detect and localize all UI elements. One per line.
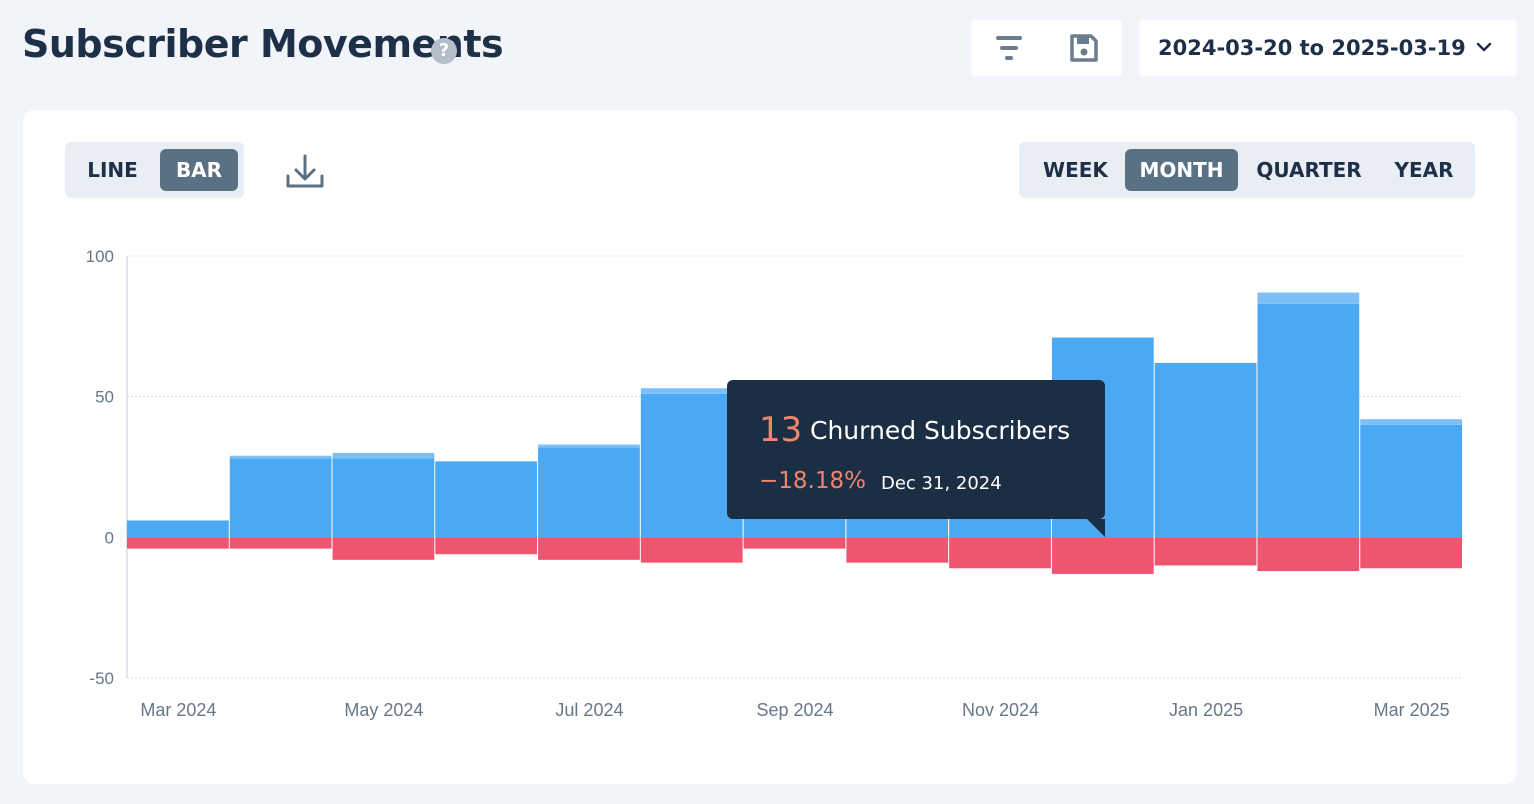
period-year-button[interactable]: YEAR xyxy=(1394,158,1454,182)
x-tick-label: Jul 2024 xyxy=(555,700,623,720)
bar-new xyxy=(1360,424,1462,538)
header-actions xyxy=(971,20,1122,76)
bar-new xyxy=(1154,362,1257,538)
x-tick-label: Jan 2025 xyxy=(1169,700,1243,720)
tooltip-label: Churned Subscribers xyxy=(810,416,1071,445)
bar-reactivated xyxy=(538,444,640,448)
bar-new xyxy=(538,447,640,538)
bar-churned xyxy=(640,537,743,563)
question-circle-icon[interactable]: ? xyxy=(431,38,457,64)
chevron-down-icon xyxy=(1476,42,1492,52)
y-tick-label: -50 xyxy=(89,669,114,688)
download-button[interactable] xyxy=(283,150,327,194)
filter-button[interactable] xyxy=(971,20,1046,76)
tooltip-percent: −18.18% xyxy=(759,468,866,494)
x-tick-label: Nov 2024 xyxy=(962,700,1039,720)
x-tick-label: Sep 2024 xyxy=(756,700,833,720)
floppy-disk-icon xyxy=(1070,34,1098,62)
bar-new xyxy=(127,520,229,538)
bar-reactivated xyxy=(229,455,332,459)
bar-churned xyxy=(1257,537,1360,572)
x-tick-label: Mar 2025 xyxy=(1374,700,1450,720)
bar-reactivated xyxy=(332,452,435,459)
bar-chart-button[interactable]: BAR xyxy=(160,149,238,191)
bar-churned xyxy=(127,537,229,549)
bar-churned xyxy=(332,537,435,560)
chart-card: LINE BAR WEEK MONTH QUARTER YEAR 100 50 0 -… xyxy=(23,110,1517,784)
chart-type-toggle: LINE BAR xyxy=(65,142,244,198)
y-tick-label: 100 xyxy=(86,247,114,266)
bar-churned xyxy=(949,537,1051,569)
bar-reactivated xyxy=(640,388,743,394)
date-range-value: 2024-03-20 to 2025-03-19 xyxy=(1158,36,1466,60)
line-chart-button[interactable]: LINE xyxy=(87,158,138,182)
bar-new xyxy=(435,461,538,538)
chart-tooltip: 13 Churned Subscribers −18.18% Dec 31, 2… xyxy=(727,380,1105,537)
bar-churned xyxy=(1154,537,1257,566)
bar-churned xyxy=(229,537,332,549)
filter-icon xyxy=(996,36,1022,60)
bar-churned xyxy=(538,537,640,560)
x-tick-label: Mar 2024 xyxy=(140,700,216,720)
bar-churned xyxy=(435,537,538,555)
bar-churned xyxy=(1360,537,1462,569)
tooltip-date: Dec 31, 2024 xyxy=(881,473,1002,494)
bar-churned xyxy=(1051,537,1154,574)
page-title: Subscriber Movements xyxy=(22,22,504,66)
download-icon xyxy=(286,154,324,188)
x-tick-label: May 2024 xyxy=(344,700,423,720)
period-month-button[interactable]: MONTH xyxy=(1125,149,1238,191)
y-tick-label: 50 xyxy=(95,388,114,407)
bar-new xyxy=(229,458,332,538)
bar-new xyxy=(640,393,743,538)
bar-reactivated xyxy=(1360,419,1462,425)
date-range-select[interactable]: 2024-03-20 to 2025-03-19 xyxy=(1139,20,1517,76)
bar-churned xyxy=(846,537,949,563)
y-tick-label: 0 xyxy=(105,528,114,547)
tooltip-count: 13 xyxy=(759,410,803,450)
period-week-button[interactable]: WEEK xyxy=(1043,158,1108,182)
period-quarter-button[interactable]: QUARTER xyxy=(1256,158,1362,182)
bar-new xyxy=(332,458,435,538)
bar-reactivated xyxy=(1257,292,1360,304)
bar-churned xyxy=(743,537,846,549)
bar-new xyxy=(1257,303,1360,538)
period-toggle: WEEK MONTH QUARTER YEAR xyxy=(1019,142,1475,198)
save-button[interactable] xyxy=(1046,20,1121,76)
